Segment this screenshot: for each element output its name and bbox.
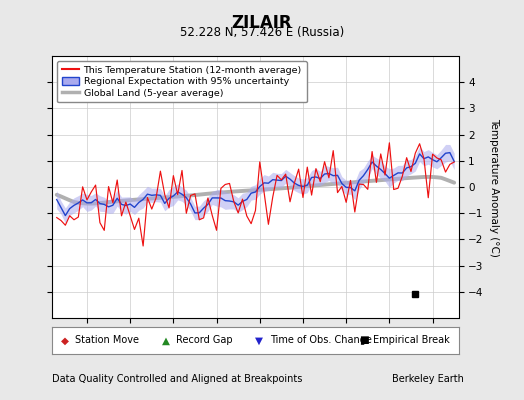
- Text: Record Gap: Record Gap: [176, 335, 233, 345]
- Text: ZILAIR: ZILAIR: [232, 14, 292, 32]
- Text: Time of Obs. Change: Time of Obs. Change: [270, 335, 372, 345]
- Legend: This Temperature Station (12-month average), Regional Expectation with 95% uncer: This Temperature Station (12-month avera…: [57, 61, 307, 102]
- Text: Data Quality Controlled and Aligned at Breakpoints: Data Quality Controlled and Aligned at B…: [52, 374, 303, 384]
- Text: 52.228 N, 57.426 E (Russia): 52.228 N, 57.426 E (Russia): [180, 26, 344, 39]
- Text: ◆: ◆: [61, 335, 69, 345]
- Text: Berkeley Earth: Berkeley Earth: [392, 374, 464, 384]
- Text: ▲: ▲: [162, 335, 170, 345]
- Text: ■: ■: [359, 335, 369, 345]
- Y-axis label: Temperature Anomaly (°C): Temperature Anomaly (°C): [489, 118, 499, 256]
- Text: Station Move: Station Move: [75, 335, 139, 345]
- Text: Empirical Break: Empirical Break: [373, 335, 450, 345]
- Text: ▼: ▼: [256, 335, 264, 345]
